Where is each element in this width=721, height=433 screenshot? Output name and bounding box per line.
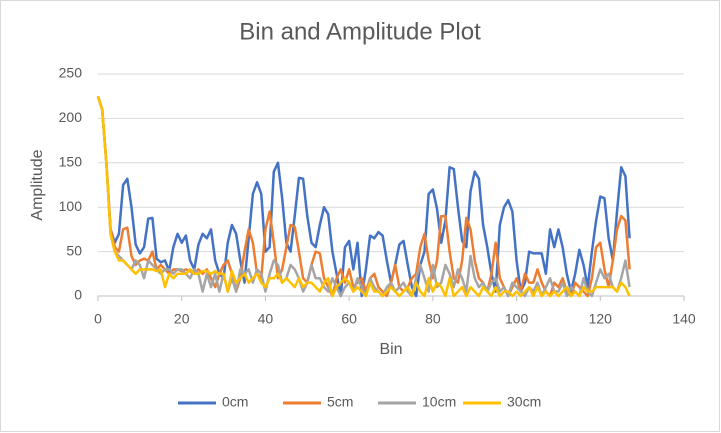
chart-title: Bin and Amplitude Plot [239,18,481,45]
y-axis-label: Amplitude [29,149,46,220]
legend-label: 5cm [327,394,353,410]
y-tick-label: 250 [59,65,83,81]
x-tick-label: 60 [341,311,357,327]
legend-label: 0cm [222,394,248,410]
y-tick-label: 200 [59,109,83,125]
y-tick-label: 100 [59,198,83,214]
x-tick-label: 40 [258,311,274,327]
x-tick-label: 20 [174,311,190,327]
y-tick-label: 150 [59,154,83,170]
y-tick-label: 50 [66,242,82,258]
x-tick-label: 140 [672,311,696,327]
series-line [96,95,631,298]
x-axis-label: Bin [379,341,402,358]
y-tick-label: 0 [74,287,82,303]
x-tick-label: 0 [94,311,102,327]
x-tick-label: 100 [505,311,529,327]
x-tick-label: 80 [425,311,441,327]
legend-label: 30cm [507,394,541,410]
x-tick-label: 120 [589,311,613,327]
legend-label: 10cm [422,394,456,410]
series-line [96,95,631,298]
